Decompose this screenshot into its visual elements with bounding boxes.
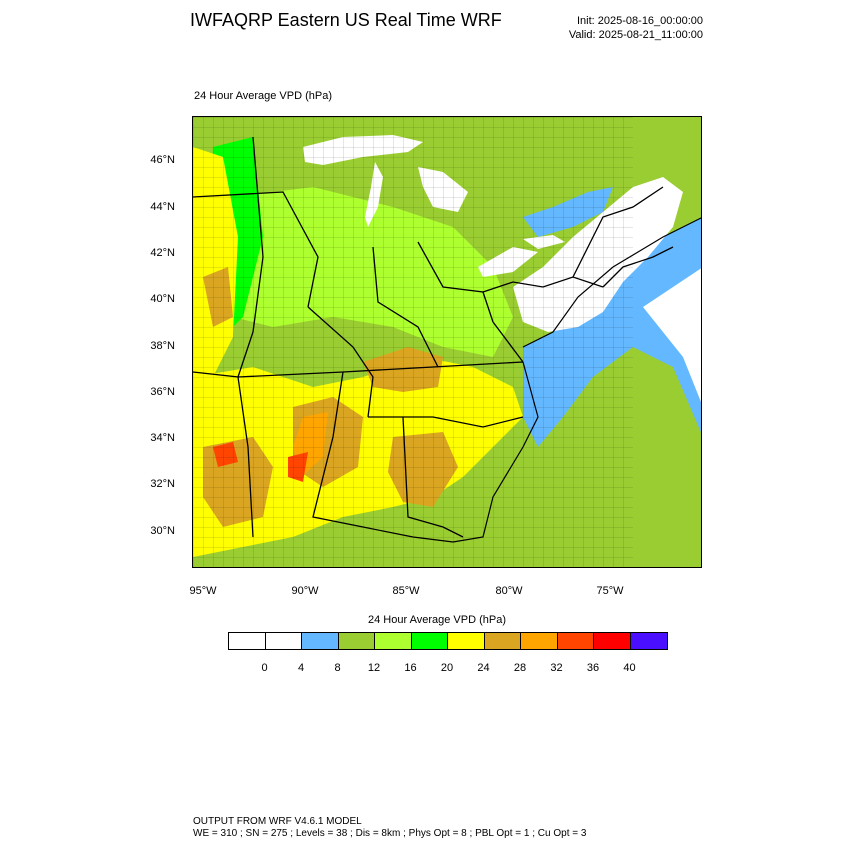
lat-label: 38°N xyxy=(150,340,175,352)
colorbar-swatch xyxy=(557,633,594,649)
colorbar-title: 24 Hour Average VPD (hPa) xyxy=(368,614,506,626)
colorbar-tick-label: 40 xyxy=(623,662,636,674)
footer-line-1: OUTPUT FROM WRF V4.6.1 MODEL xyxy=(193,816,362,827)
init-time: Init: 2025-08-16_00:00:00 xyxy=(577,15,703,27)
colorbar-tick-label: 0 xyxy=(261,662,268,674)
lat-label: 34°N xyxy=(150,432,175,444)
field-subtitle: 24 Hour Average VPD (hPa) xyxy=(194,90,332,102)
colorbar-swatch xyxy=(265,633,302,649)
colorbar-swatch xyxy=(229,633,266,649)
model-footer: OUTPUT FROM WRF V4.6.1 MODEL WE = 310 ; … xyxy=(193,816,586,840)
footer-line-2: WE = 310 ; SN = 275 ; Levels = 38 ; Dis … xyxy=(193,828,587,839)
map-canvas xyxy=(193,117,701,567)
colorbar-tick-label: 32 xyxy=(550,662,563,674)
colorbar-tick-label: 12 xyxy=(367,662,381,674)
colorbar-swatch xyxy=(375,633,412,649)
colorbar-tick-label: 28 xyxy=(513,662,527,674)
lon-label: 90°W xyxy=(291,585,319,597)
lat-label: 42°N xyxy=(150,247,175,259)
colorbar-swatch xyxy=(594,633,631,649)
plot-title: IWFAQRP Eastern US Real Time WRF xyxy=(190,10,502,30)
lat-label: 44°N xyxy=(150,201,175,213)
lon-label: 95°W xyxy=(189,585,217,597)
lon-label: 80°W xyxy=(495,585,523,597)
lat-label: 32°N xyxy=(150,478,175,490)
colorbar-swatch xyxy=(630,633,667,649)
colorbar-tick-label: 36 xyxy=(586,662,600,674)
lat-label: 36°N xyxy=(150,386,175,398)
lon-label: 75°W xyxy=(596,585,624,597)
lon-label: 85°W xyxy=(392,585,420,597)
colorbar-tick-label: 4 xyxy=(297,662,305,674)
colorbar-tick-label: 16 xyxy=(404,662,417,674)
colorbar-tick-label: 24 xyxy=(477,662,490,674)
colorbar-swatch xyxy=(521,633,558,649)
valid-time: Valid: 2025-08-21_11:00:00 xyxy=(568,29,703,41)
colorbar-tick-label: 20 xyxy=(440,662,454,674)
vpd-map xyxy=(192,116,702,568)
timestamp-block: Init: 2025-08-16_00:00:00 Valid: 2025-08… xyxy=(540,14,703,42)
colorbar-swatch xyxy=(448,633,485,649)
colorbar xyxy=(228,632,668,650)
lat-label: 40°N xyxy=(150,293,175,305)
lat-label: 30°N xyxy=(150,525,175,537)
colorbar-swatch xyxy=(302,633,339,649)
colorbar-swatch xyxy=(484,633,521,649)
lat-label: 46°N xyxy=(150,154,175,166)
colorbar-swatch xyxy=(411,633,448,649)
colorbar-swatch xyxy=(338,633,375,649)
colorbar-tick-label: 8 xyxy=(334,662,341,674)
